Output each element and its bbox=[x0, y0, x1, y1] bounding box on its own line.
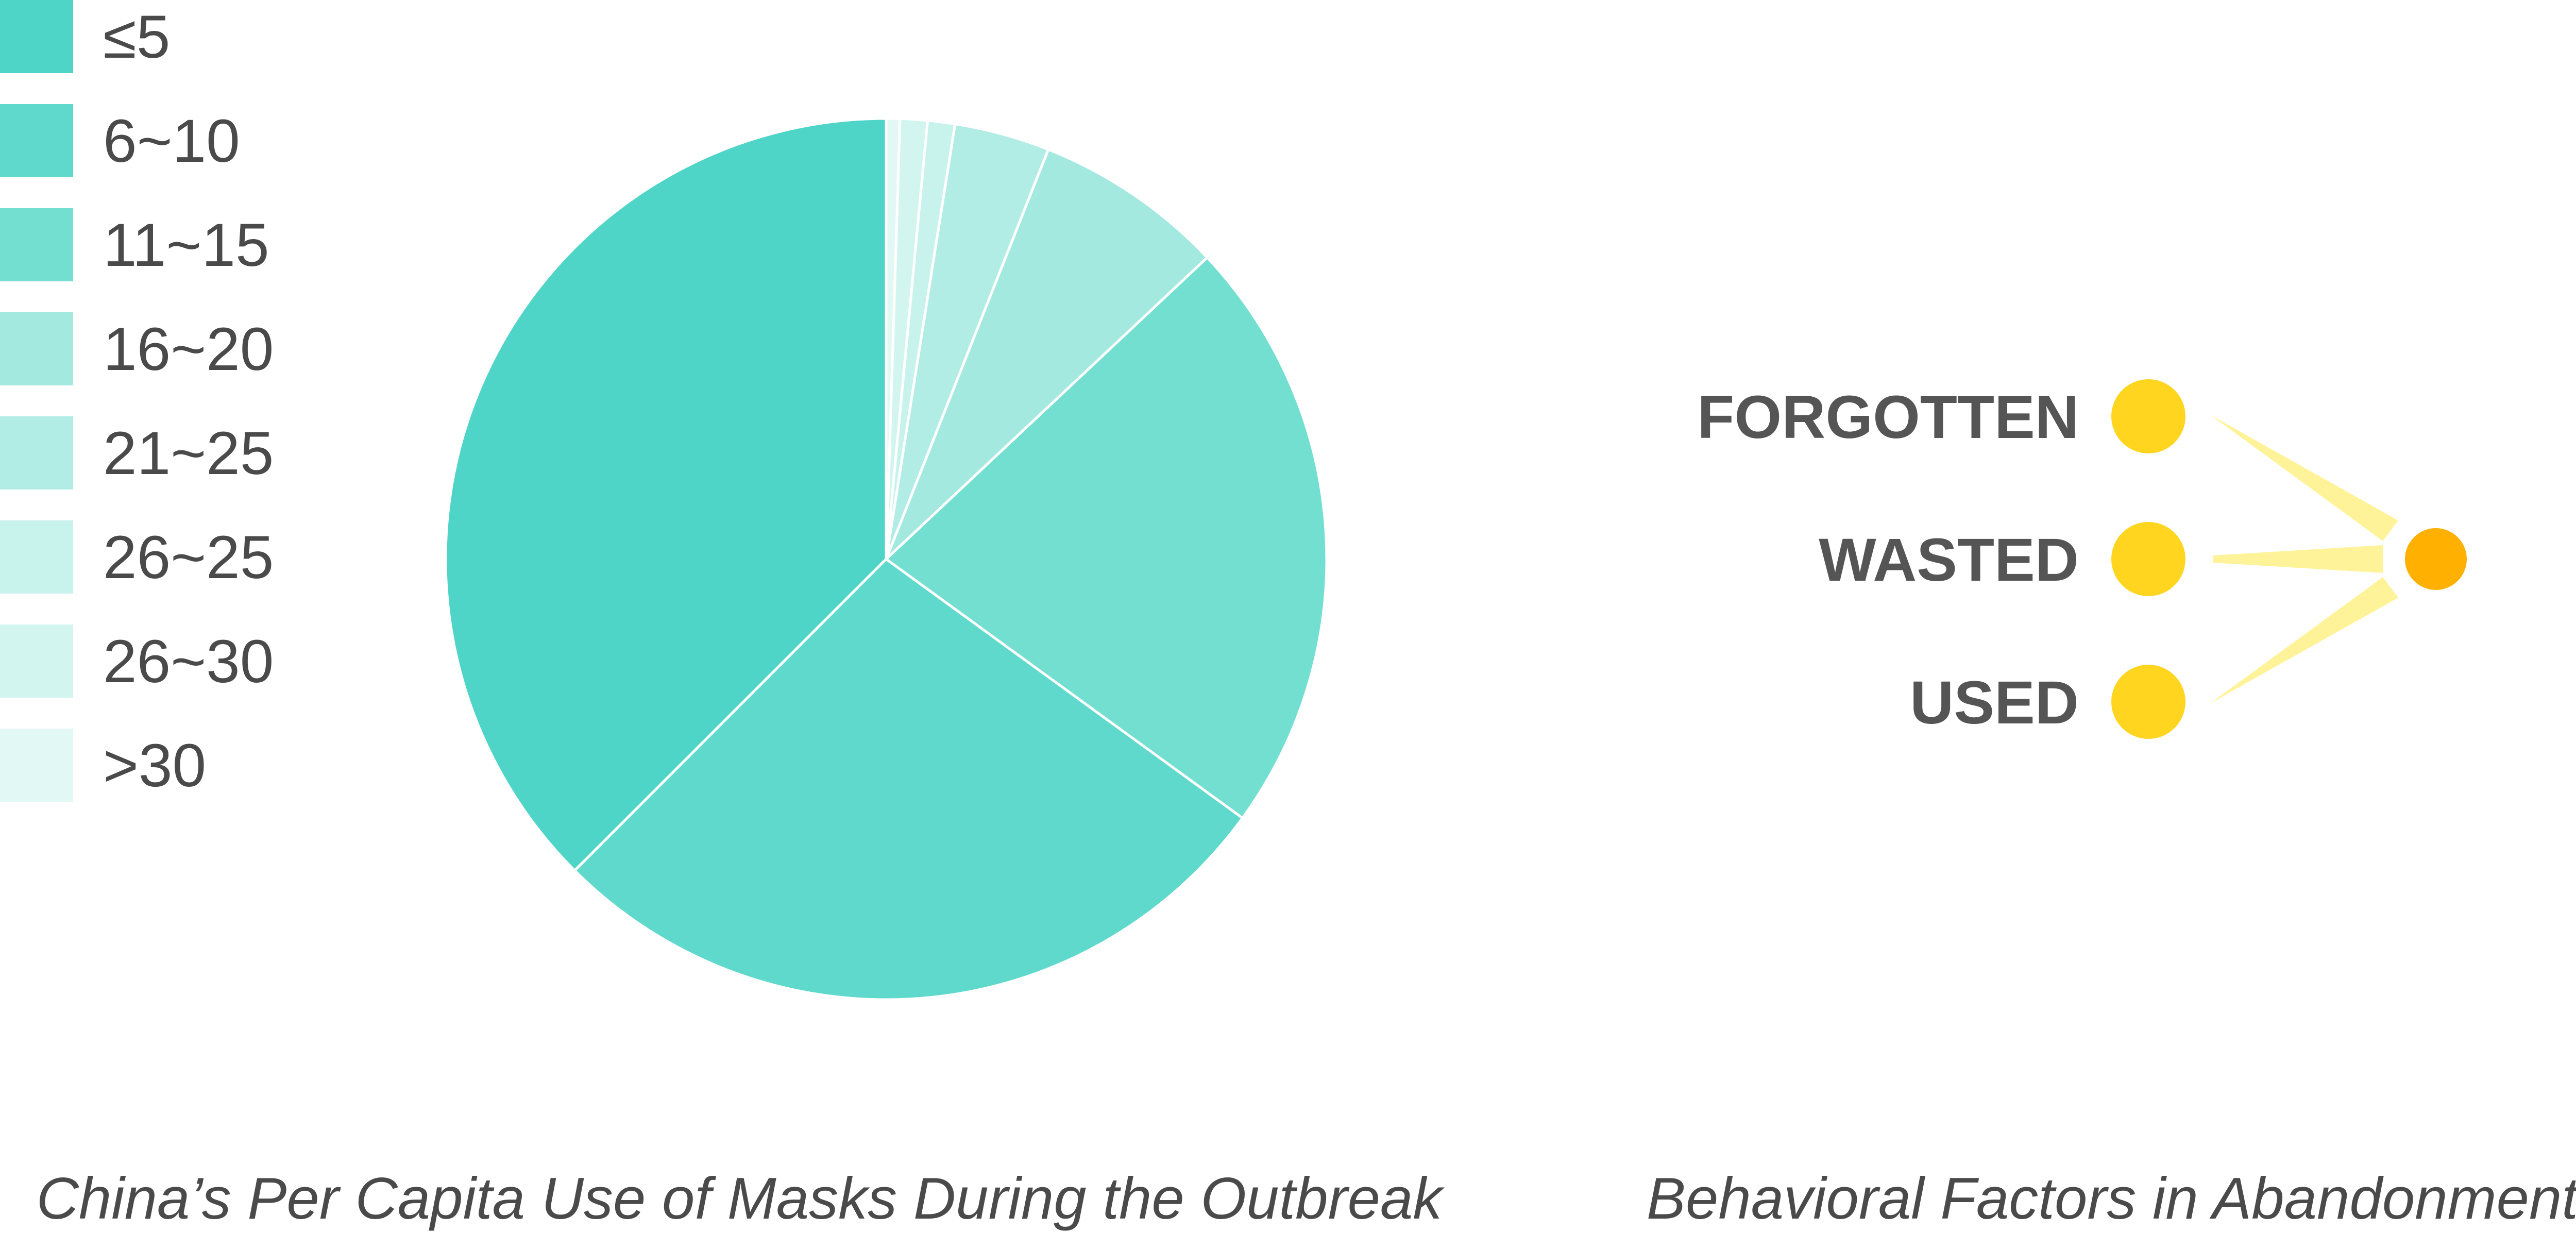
factor-connector bbox=[2210, 577, 2398, 703]
pie-chart bbox=[444, 117, 1328, 1001]
abandonment-diagram-title: Behavioral Factors in Abandonment bbox=[1647, 1166, 2576, 1231]
pie-slice bbox=[885, 147, 1209, 560]
pie-slice bbox=[444, 117, 888, 873]
factor-label: FORGOTTEN bbox=[1697, 383, 2079, 451]
legend-label: 26~25 bbox=[103, 524, 274, 592]
factor-dot bbox=[2111, 379, 2185, 453]
legend-swatch bbox=[0, 104, 73, 177]
legend-swatch bbox=[0, 520, 73, 594]
legend-swatch bbox=[0, 312, 73, 385]
abandonment-target-dot bbox=[2405, 528, 2467, 590]
pie-slice bbox=[885, 117, 902, 560]
legend-label: 26~30 bbox=[103, 628, 274, 696]
pie-chart-title: China’s Per Capita Use of Masks During t… bbox=[37, 1166, 1445, 1231]
legend-swatch bbox=[0, 624, 73, 698]
abandonment-diagram: FORGOTTEN WASTED USED bbox=[1697, 379, 2467, 739]
legend-label: 6~10 bbox=[103, 107, 240, 175]
legend-swatch bbox=[0, 0, 73, 73]
legend-label: 16~20 bbox=[103, 315, 274, 383]
pie-slice bbox=[572, 557, 1245, 1001]
factor-dot bbox=[2111, 522, 2185, 596]
legend-label: >30 bbox=[103, 732, 206, 800]
legend-swatch bbox=[0, 208, 73, 281]
pie-legend: ≤5 6~10 11~15 16~20 21~25 26~25 26~30 >30 bbox=[0, 0, 274, 802]
factor-label: WASTED bbox=[1819, 526, 2079, 594]
pie-slice bbox=[884, 256, 1328, 820]
factor-connector bbox=[2213, 545, 2383, 573]
legend-label: 21~25 bbox=[103, 419, 274, 487]
legend-label: ≤5 bbox=[103, 3, 170, 71]
factor-connector bbox=[2210, 415, 2398, 541]
factor-label: USED bbox=[1910, 669, 2079, 737]
factor-dot bbox=[2111, 665, 2185, 739]
legend-label: 11~15 bbox=[103, 211, 269, 279]
legend-swatch bbox=[0, 729, 73, 802]
legend-swatch bbox=[0, 416, 73, 490]
